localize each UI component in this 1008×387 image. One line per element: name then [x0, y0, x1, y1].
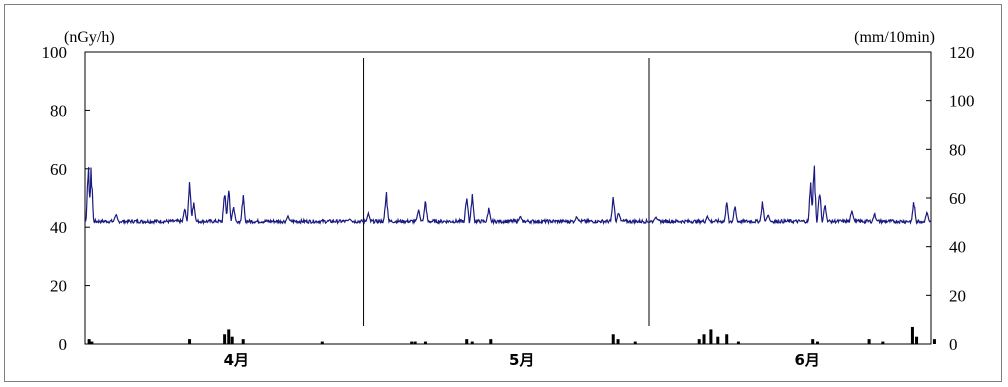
right-tick-label: 80: [949, 140, 966, 159]
chart-frame: [4, 4, 1002, 382]
precip-bar: [90, 341, 94, 344]
precip-bar: [616, 339, 620, 344]
right-tick-label: 40: [949, 238, 966, 257]
left-axis-unit: (nGy/h): [64, 29, 115, 46]
left-tick-label: 80: [50, 101, 67, 120]
precip-bar: [413, 341, 417, 344]
left-tick-label: 40: [50, 218, 67, 237]
precip-bar: [611, 334, 615, 344]
x-axis: 4月 5月 6月: [224, 351, 820, 369]
dose-rate-line: [84, 165, 932, 226]
right-tick-label: 60: [949, 189, 966, 208]
month-label-2: 5月: [509, 351, 534, 369]
precip-bar: [87, 339, 91, 344]
precip-bar: [230, 336, 234, 344]
precip-bar: [227, 329, 231, 344]
precip-bar: [702, 334, 706, 344]
precip-bar: [725, 334, 729, 344]
precip-bar: [188, 339, 192, 344]
right-axis-unit: (mm/10min): [854, 29, 935, 46]
precip-bar: [320, 341, 324, 344]
plot-area: [84, 51, 932, 345]
month-separators: [363, 58, 650, 326]
precip-bar: [811, 339, 815, 344]
precip-bar: [410, 341, 414, 344]
precip-bar: [470, 341, 474, 344]
precip-bar: [423, 341, 427, 344]
precip-bar: [915, 336, 919, 344]
right-tick-label: 100: [949, 92, 975, 111]
left-y-axis: 0 20 40 60 80 100: [42, 43, 90, 354]
precip-bar: [633, 341, 637, 344]
precipitation-series: [87, 326, 936, 344]
precip-bar: [932, 339, 936, 344]
precip-bar: [867, 339, 871, 344]
right-tick-label: 20: [949, 286, 966, 305]
right-y-axis: 0 20 40 60 80 100 120: [926, 43, 975, 354]
left-tick-label: 20: [50, 277, 67, 296]
right-tick-label: 0: [949, 335, 958, 354]
plot-border: [84, 51, 932, 345]
precip-bar: [489, 339, 493, 344]
precip-bar: [697, 339, 701, 344]
precip-bar: [736, 341, 740, 344]
month-label-1: 4月: [224, 351, 249, 369]
left-tick-label: 0: [59, 335, 68, 354]
left-tick-label: 100: [42, 43, 68, 62]
right-tick-label: 120: [949, 43, 975, 62]
precip-bar: [465, 339, 469, 344]
precip-bar: [241, 339, 245, 344]
precip-bar: [709, 329, 713, 344]
precip-bar: [716, 336, 720, 344]
precip-bar: [881, 341, 885, 344]
precip-bar: [816, 341, 820, 344]
dose-rate-series: [84, 165, 932, 226]
left-tick-label: 60: [50, 160, 67, 179]
month-label-3: 6月: [794, 351, 819, 369]
precip-bar: [223, 334, 227, 344]
precip-bar: [910, 326, 914, 344]
